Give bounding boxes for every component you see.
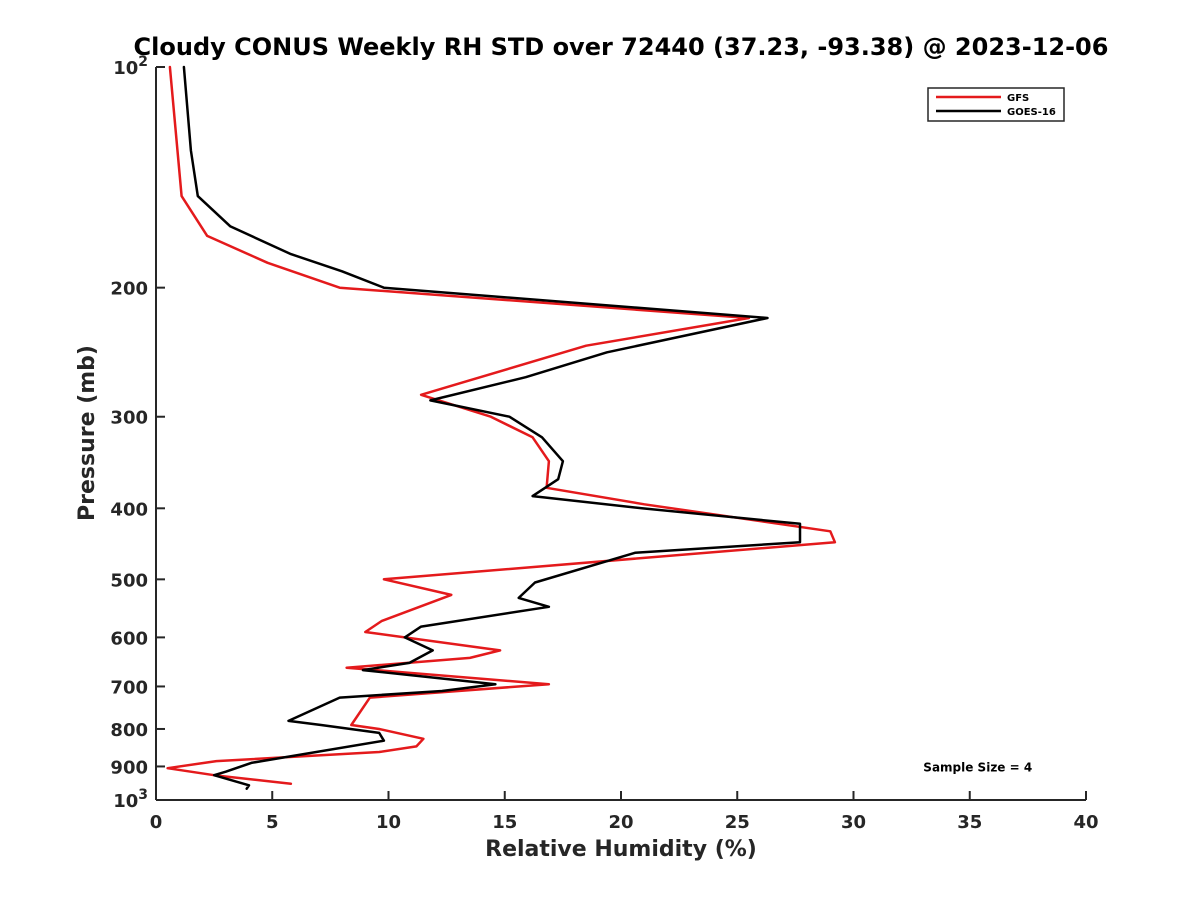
x-tick-label: 15: [492, 812, 517, 833]
legend: GFS GOES-16: [927, 87, 1065, 122]
y-ticks: 102 200 300 400 500 600 700 800 900 103: [110, 54, 165, 812]
sample-size-annotation: Sample Size = 4: [923, 761, 1032, 775]
x-tick-label: 0: [150, 812, 163, 833]
x-ticks: 0 5 10 15 20 25 30 35 40: [150, 791, 1099, 833]
x-tick-label: 30: [841, 812, 866, 833]
legend-label-goes16: GOES-16: [1007, 107, 1056, 118]
x-tick-label: 25: [725, 812, 750, 833]
x-tick-label: 35: [957, 812, 982, 833]
y-tick-label: 200: [110, 279, 148, 300]
y-tick-label: 500: [110, 570, 148, 591]
x-tick-label: 40: [1073, 812, 1098, 833]
series-line-goes16: [182, 65, 802, 790]
x-axis-label: Relative Humidity (%): [485, 837, 757, 862]
x-tick-label: 10: [376, 812, 401, 833]
legend-label-gfs: GFS: [1007, 93, 1029, 104]
y-axis-label: Pressure (mb): [75, 345, 100, 521]
y-tick-label: 800: [110, 720, 148, 741]
y-tick-label: 900: [110, 757, 148, 778]
plot-lines: [166, 65, 837, 790]
x-tick-label: 5: [266, 812, 279, 833]
y-tick-label: 103: [113, 787, 148, 812]
y-tick-label: 300: [110, 408, 148, 429]
y-tick-label: 400: [110, 499, 148, 520]
y-tick-label: 600: [110, 628, 148, 649]
y-tick-label: 700: [110, 677, 148, 698]
series-line-gfs: [166, 65, 837, 785]
legend-box: [927, 87, 1065, 122]
y-tick-label: 102: [113, 54, 148, 79]
chart-title: Cloudy CONUS Weekly RH STD over 72440 (3…: [134, 33, 1109, 61]
x-tick-label: 20: [608, 812, 633, 833]
